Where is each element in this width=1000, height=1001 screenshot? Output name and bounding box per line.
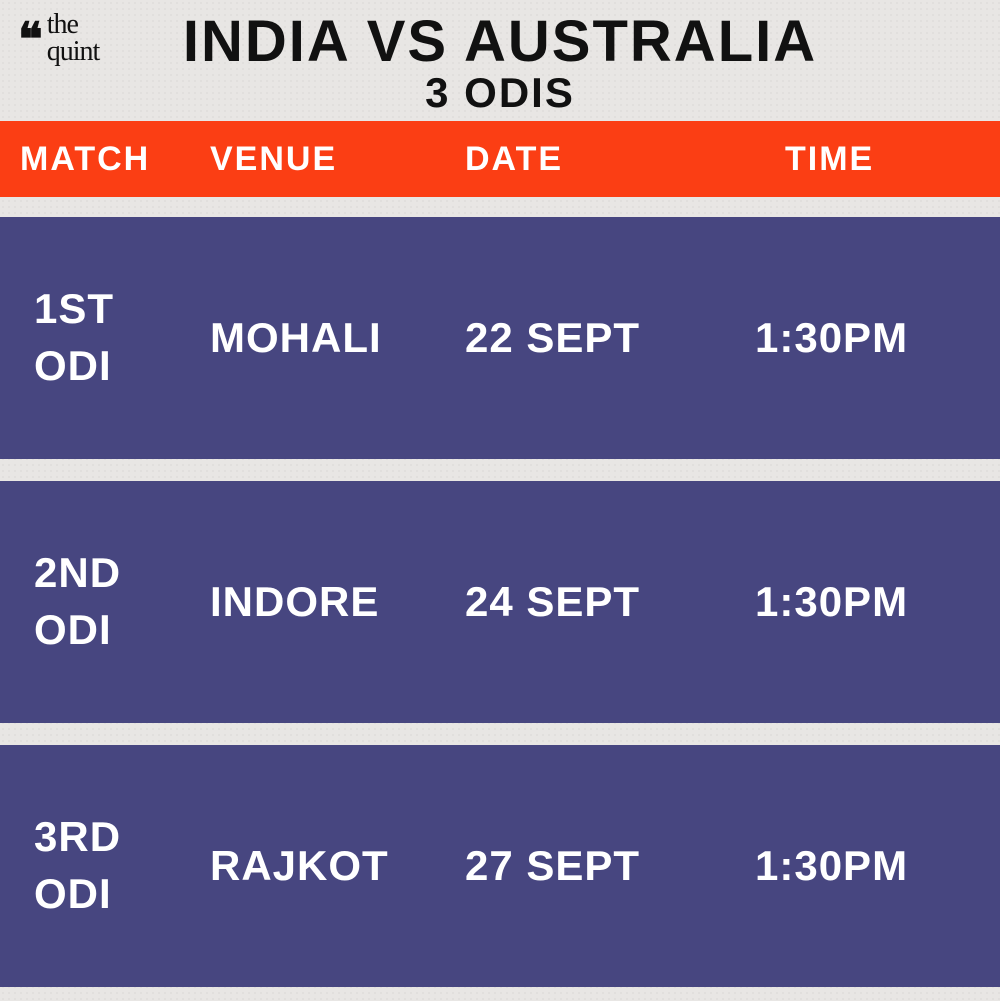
cell-date: 27 SEPT: [465, 842, 755, 890]
match-line2: ODI: [34, 866, 210, 923]
table-row: 3RD ODI RAJKOT 27 SEPT 1:30PM: [0, 745, 1000, 987]
match-line1: 1ST: [34, 281, 210, 338]
cell-venue: INDORE: [210, 578, 465, 626]
table-row: 2ND ODI INDORE 24 SEPT 1:30PM: [0, 481, 1000, 723]
cell-match: 1ST ODI: [0, 281, 210, 394]
header-time: TIME: [755, 140, 1000, 179]
logo-line2: quint: [47, 39, 100, 66]
logo-line1: the: [47, 12, 100, 39]
logo-text: the quint: [47, 12, 100, 65]
match-line2: ODI: [34, 338, 210, 395]
cell-match: 2ND ODI: [0, 545, 210, 658]
brand-logo: ❝ the quint: [18, 12, 99, 65]
cell-time: 1:30PM: [755, 842, 1000, 890]
quote-icon: ❝: [18, 28, 43, 51]
page-subtitle: 3 ODIS: [0, 69, 1000, 117]
match-line1: 3RD: [34, 809, 210, 866]
match-line2: ODI: [34, 602, 210, 659]
cell-match: 3RD ODI: [0, 809, 210, 922]
cell-venue: MOHALI: [210, 314, 465, 362]
header-venue: VENUE: [210, 140, 465, 179]
cell-time: 1:30PM: [755, 314, 1000, 362]
header-date: DATE: [465, 140, 755, 179]
cell-venue: RAJKOT: [210, 842, 465, 890]
match-line1: 2ND: [34, 545, 210, 602]
table-body: 1ST ODI MOHALI 22 SEPT 1:30PM 2ND ODI IN…: [0, 217, 1000, 1001]
page-title: INDIA VS AUSTRALIA: [0, 8, 1000, 75]
cell-date: 24 SEPT: [465, 578, 755, 626]
title-block: INDIA VS AUSTRALIA 3 ODIS: [0, 0, 1000, 117]
table-header: MATCH VENUE DATE TIME: [0, 121, 1000, 197]
cell-time: 1:30PM: [755, 578, 1000, 626]
cell-date: 22 SEPT: [465, 314, 755, 362]
header-match: MATCH: [0, 140, 210, 179]
table-row: 1ST ODI MOHALI 22 SEPT 1:30PM: [0, 217, 1000, 459]
